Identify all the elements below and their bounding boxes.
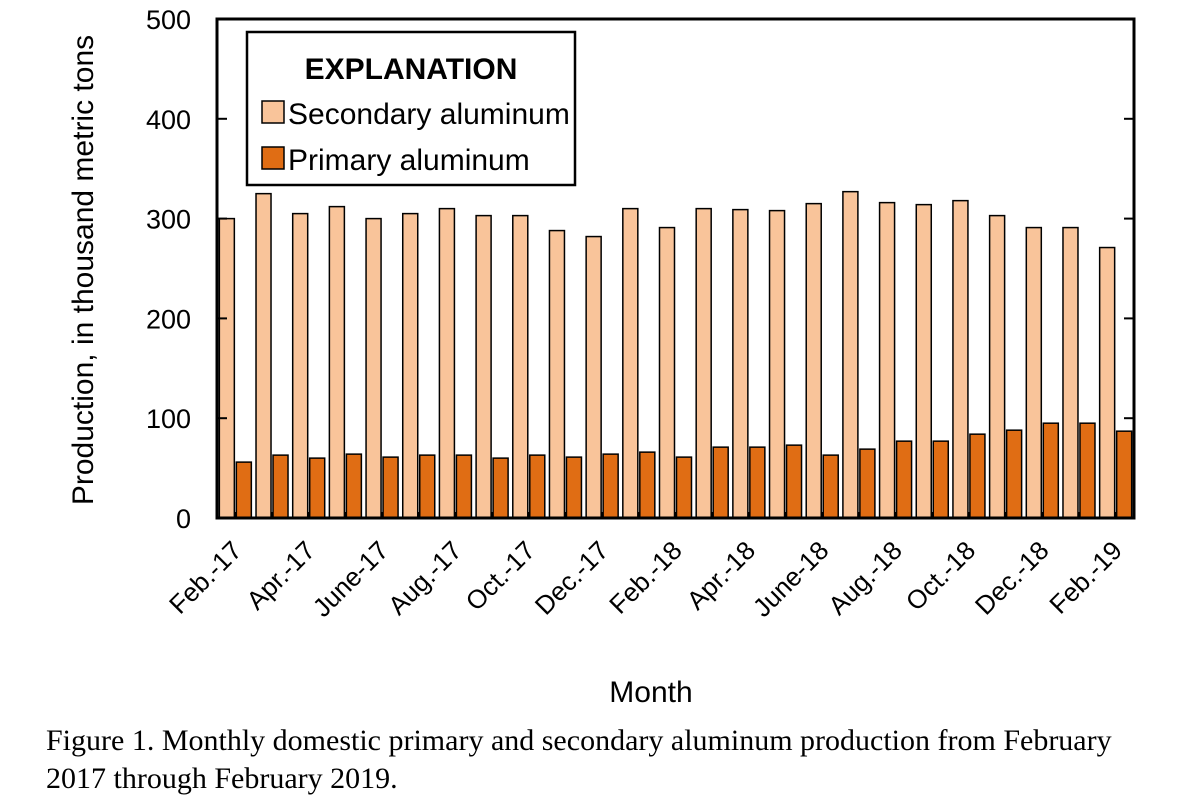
bar-primary-24	[1115, 430, 1133, 519]
y-axis: 0 100 200 300 400 500	[146, 5, 1134, 534]
y-tick-label-300: 300	[146, 205, 191, 235]
bar-primary-2	[308, 457, 326, 519]
bar-primary-1	[272, 454, 289, 519]
bar-primary-23	[1079, 422, 1096, 519]
bar-secondary-1	[255, 192, 272, 519]
bar-secondary-8	[512, 214, 529, 519]
bar-primary-20	[969, 433, 986, 519]
bar-primary-14	[749, 446, 766, 519]
bar-secondary-12	[658, 226, 676, 519]
bar-secondary-17	[842, 190, 859, 519]
x-axis-label: Month	[609, 676, 692, 709]
bar-primary-12	[675, 456, 693, 519]
legend: EXPLANATION Secondary aluminum Primary a…	[245, 30, 577, 187]
bar-secondary-15	[768, 209, 786, 519]
figure-caption: Figure 1. Monthly domestic primary and s…	[46, 724, 1112, 795]
bar-secondary-20	[952, 199, 969, 519]
bars-group	[218, 190, 1133, 519]
legend-swatch-primary	[261, 146, 285, 170]
x-axis: Feb.-17Apr.-17June-17Aug.-17Oct.-17Dec.-…	[163, 512, 1128, 623]
bar-primary-17	[859, 448, 876, 519]
x-tick-label-20: Oct.-18	[900, 535, 981, 616]
y-tick-label-400: 400	[146, 105, 191, 135]
bar-secondary-7	[475, 214, 492, 519]
bar-primary-5	[418, 454, 436, 519]
x-tick-label-10: Dec.-17	[529, 535, 615, 621]
y-tick-label-200: 200	[146, 304, 191, 334]
bar-primary-8	[529, 454, 546, 519]
x-tick-label-22: Dec.-18	[969, 535, 1055, 621]
bar-secondary-6	[438, 207, 456, 519]
bar-secondary-0	[218, 217, 236, 519]
bar-primary-19	[932, 440, 950, 519]
bar-primary-13	[712, 446, 729, 519]
bar-primary-3	[345, 453, 363, 519]
legend-title: EXPLANATION	[305, 53, 518, 86]
bar-secondary-3	[328, 205, 346, 519]
x-tick-label-12: Feb.-18	[603, 535, 688, 620]
bar-secondary-21	[988, 214, 1006, 519]
bar-primary-11	[639, 451, 656, 519]
x-tick-label-24: Feb.-19	[1043, 535, 1128, 620]
bar-primary-4	[382, 456, 399, 519]
bar-secondary-13	[695, 207, 712, 519]
bar-primary-18	[895, 440, 913, 519]
legend-label-primary: Primary aluminum	[288, 144, 530, 177]
bar-secondary-19	[915, 203, 933, 519]
legend-box	[245, 30, 577, 187]
bar-secondary-10	[585, 235, 602, 519]
bar-primary-15	[785, 444, 803, 519]
x-tick-label-8: Oct.-17	[460, 535, 541, 616]
x-tick-label-18: Aug.-18	[822, 535, 908, 621]
x-tick-label-16: June-18	[747, 535, 835, 623]
bar-chart: 0 100 200 300 400 500 Feb.-17Apr.-17June-17Au…	[67, 5, 1136, 709]
y-axis-label: Production, in thousand metric tons	[67, 35, 100, 505]
bar-secondary-18	[878, 201, 896, 519]
bar-secondary-2	[291, 212, 309, 519]
bar-primary-0	[235, 461, 253, 519]
bar-primary-6	[455, 454, 473, 519]
bar-secondary-4	[365, 217, 382, 519]
y-tick-label-0: 0	[176, 504, 191, 534]
bar-secondary-14	[732, 208, 749, 519]
bar-secondary-24	[1098, 246, 1116, 519]
legend-swatch-secondary	[261, 100, 285, 124]
bar-primary-16	[822, 454, 839, 519]
bar-secondary-16	[805, 202, 822, 519]
legend-label-secondary: Secondary aluminum	[288, 98, 570, 131]
bar-secondary-22	[1025, 226, 1043, 519]
bar-primary-10	[602, 453, 619, 519]
x-tick-label-0: Feb.-17	[163, 535, 248, 620]
bar-primary-21	[1005, 429, 1023, 519]
bar-secondary-11	[622, 207, 639, 519]
y-tick-label-500: 500	[146, 5, 191, 35]
bar-secondary-5	[401, 212, 419, 519]
bar-secondary-9	[548, 229, 566, 519]
x-tick-label-4: June-17	[307, 535, 395, 623]
y-tick-label-100: 100	[146, 404, 191, 434]
bar-primary-22	[1042, 422, 1060, 519]
bar-secondary-23	[1062, 226, 1079, 519]
x-tick-label-6: Aug.-17	[382, 535, 468, 621]
bar-primary-7	[492, 457, 509, 519]
bar-primary-9	[565, 456, 583, 519]
